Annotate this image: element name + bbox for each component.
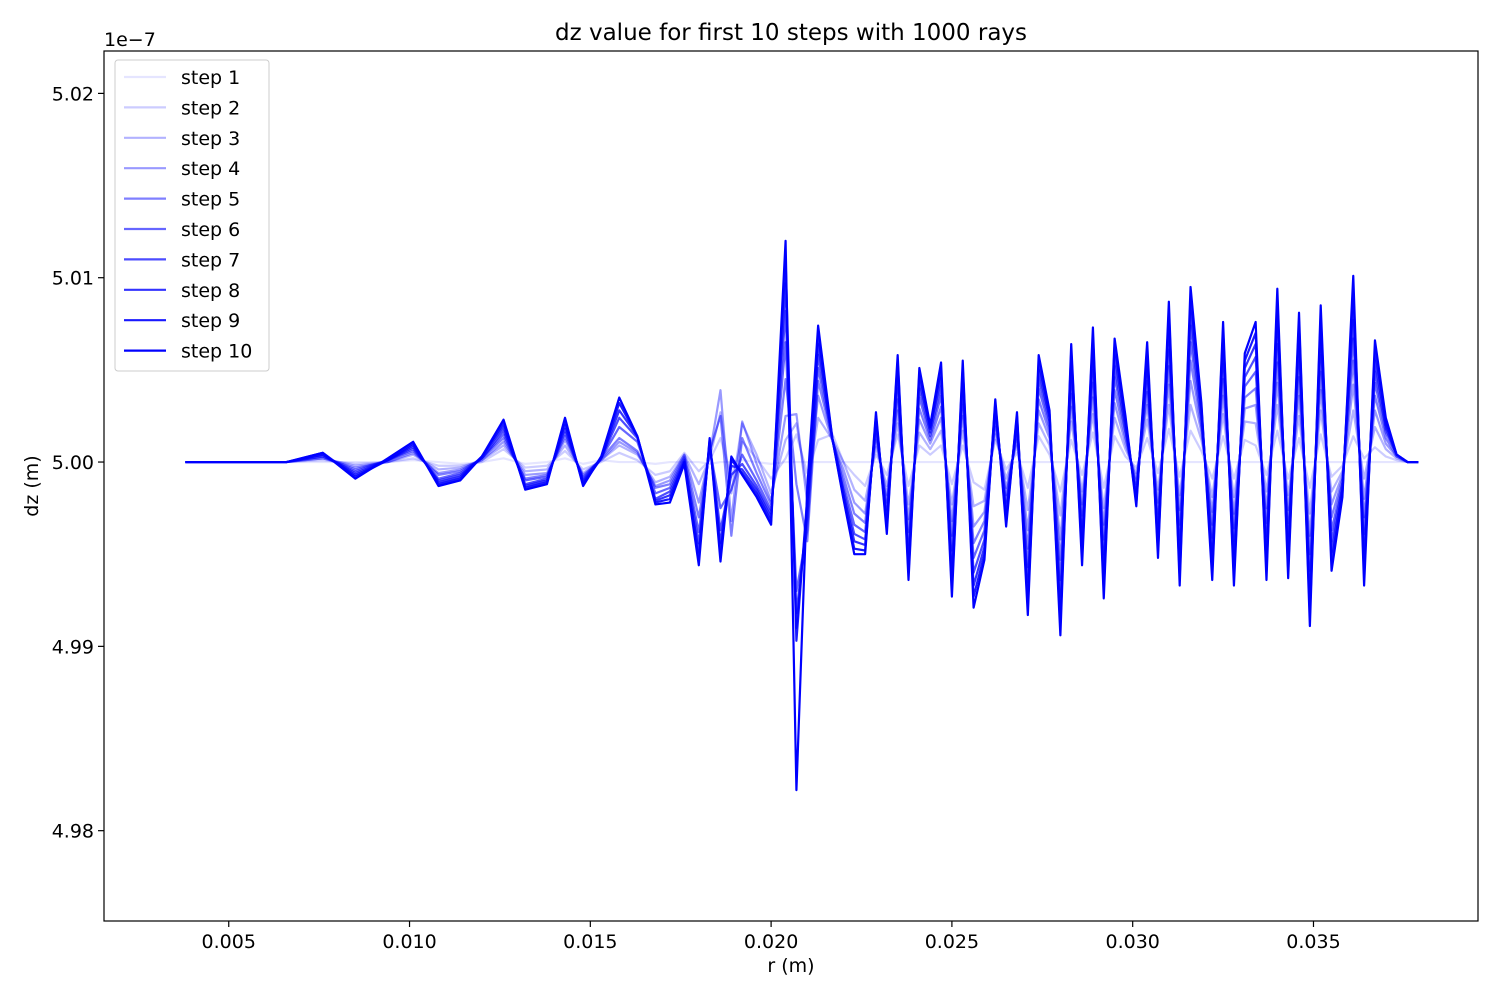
legend-label-7: step 7 (181, 249, 240, 271)
x-tick-label: 0.015 (563, 931, 617, 953)
legend-label-10: step 10 (181, 341, 252, 363)
y-offset-label: 1e−7 (104, 29, 156, 51)
plot-frame (103, 50, 1479, 922)
x-tick-label: 0.010 (382, 931, 436, 953)
y-tick-label: 5.00 (52, 452, 94, 474)
y-axis-label: dz (m) (21, 455, 43, 516)
legend-label-5: step 5 (181, 189, 240, 211)
legend-label-2: step 2 (181, 97, 240, 119)
legend-label-4: step 4 (181, 158, 240, 180)
x-tick-label: 0.025 (925, 931, 979, 953)
legend-label-3: step 3 (181, 128, 240, 150)
y-tick-label: 4.99 (52, 636, 94, 658)
series-layer (185, 239, 1419, 792)
y-tick-label: 5.01 (52, 268, 94, 290)
x-axis-ticks: 0.005 0.010 0.015 0.020 0.025 0.030 0.035 (202, 921, 1341, 953)
legend-label-1: step 1 (181, 67, 240, 89)
legend-label-6: step 6 (181, 219, 240, 241)
y-tick-label: 5.02 (52, 83, 94, 105)
y-axis-ticks: 4.98 4.99 5.00 5.01 5.02 (52, 83, 104, 843)
legend-label-8: step 8 (181, 280, 240, 302)
x-tick-label: 0.020 (744, 931, 798, 953)
legend-box (114, 59, 270, 372)
x-tick-label: 0.005 (202, 931, 256, 953)
y-tick-label: 4.98 (52, 821, 94, 843)
chart-title: dz value for first 10 steps with 1000 ra… (555, 20, 1027, 46)
x-tick-label: 0.030 (1105, 931, 1159, 953)
legend-label-9: step 9 (181, 310, 240, 332)
x-axis-label: r (m) (767, 955, 814, 977)
series-line-10 (185, 239, 1419, 792)
legend: step 1 step 2 step 3 step 4 step 5 step 6 step… (114, 59, 270, 372)
x-tick-label: 0.035 (1286, 931, 1340, 953)
